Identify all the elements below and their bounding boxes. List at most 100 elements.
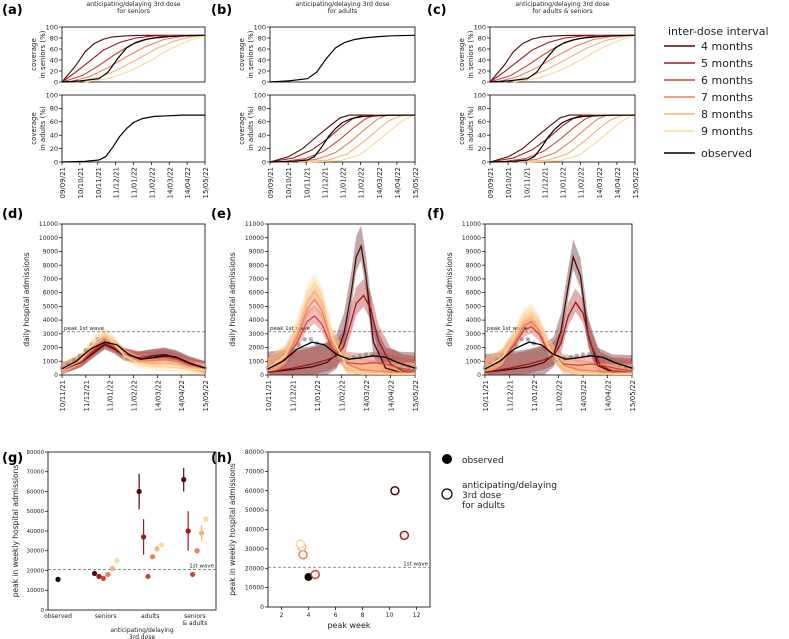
confidence-band-9-months	[268, 273, 415, 375]
peak-scatter-panel-h: 0 10000 20000 30000 40000 50000 60000 70000 8000…	[228, 449, 431, 630]
y-tick-label: 5000	[43, 303, 58, 310]
series-line-5-months	[489, 114, 635, 163]
y-tick-label: 40	[50, 56, 58, 64]
x-axis-label: peak week	[327, 621, 370, 630]
observed-point	[302, 337, 307, 342]
series-line-8-months	[518, 114, 636, 163]
y-tick-label: 100	[46, 23, 58, 31]
observed-point	[363, 352, 369, 357]
x-tick-label: 10/11/21	[59, 380, 67, 411]
panel-label: (a)	[2, 3, 23, 18]
y-tick-label: 60000	[27, 489, 45, 495]
series-line-observed	[489, 34, 636, 83]
confidence-band-4-months	[485, 239, 632, 375]
y-tick-label: 60	[50, 45, 58, 53]
series-line-9-months	[61, 333, 206, 371]
panel-label: (f)	[427, 207, 445, 222]
y-tick-label: 2000	[249, 345, 264, 352]
y-tick-label: 30000	[245, 546, 264, 553]
y-tick-label: 11000	[462, 221, 481, 228]
legend-label: 5 months	[701, 57, 753, 70]
data-point-observed	[304, 572, 313, 581]
data-point-7-months	[105, 571, 111, 578]
y-tick-label: 1000	[249, 358, 264, 365]
y-tick-label: 100	[254, 23, 266, 31]
series-line-5-months	[269, 114, 415, 163]
series-line-6-months	[489, 34, 636, 83]
y-tick-label: 40	[478, 56, 486, 64]
x-tick-label: seniors	[184, 613, 206, 620]
x-tick-label: 11/12/21	[113, 167, 121, 198]
y-tick-label: 40	[258, 131, 266, 139]
y-tick-label: 100	[474, 91, 486, 99]
y-tick-label: 80	[258, 105, 266, 113]
y-tick-label: 20	[50, 67, 58, 75]
data-point-8-months	[109, 565, 115, 572]
data-point-8-months	[154, 546, 160, 552]
x-tick-label: 14/03/22	[580, 380, 588, 411]
x-axis-label: 3rd dose	[129, 634, 156, 639]
y-tick-label: 5000	[466, 303, 481, 310]
x-tick-label: 09/09/21	[267, 167, 275, 198]
y-tick-label: 100	[474, 23, 486, 31]
x-tick-label: 15/05/22	[202, 380, 210, 411]
x-tick-label: adults	[141, 613, 159, 620]
series-line-7-months	[496, 34, 636, 83]
y-axis-label: in adults (%)	[247, 106, 255, 151]
y-tick-label: 30000	[27, 549, 45, 555]
y-tick-label: 70000	[27, 470, 45, 476]
series-line-8-months	[298, 114, 416, 163]
y-tick-label: 0	[477, 372, 481, 379]
y-tick-label: 0	[54, 158, 58, 166]
series-line-4-months	[269, 114, 415, 163]
data-point-6-months	[100, 575, 107, 582]
y-tick-label: 0	[260, 372, 264, 379]
y-tick-label: 20000	[27, 568, 45, 574]
y-tick-label: 2000	[43, 345, 58, 352]
x-tick-label: 11/12/21	[290, 380, 298, 411]
confidence-band-4-months	[268, 225, 415, 375]
series-line-observed	[61, 114, 205, 163]
panel-label: (h)	[211, 451, 232, 466]
x-tick-label: 14/04/22	[388, 380, 396, 411]
series-line-observed	[267, 341, 416, 370]
series-line-6-months	[484, 326, 633, 372]
data-point-4-months	[136, 488, 142, 495]
observed-point	[525, 337, 531, 342]
series-line-9-months	[267, 283, 415, 375]
data-point-5-months	[399, 530, 410, 541]
panel-title: for adults	[328, 8, 357, 15]
x-tick-label: 15/05/22	[629, 380, 637, 411]
y-tick-label: 80000	[27, 450, 45, 456]
y-tick-label: 2000	[466, 345, 481, 352]
series-line-9-months	[513, 35, 636, 83]
y-tick-label: 60	[50, 118, 58, 126]
y-tick-label: 4000	[249, 317, 264, 324]
confidence-band-6-months	[268, 305, 415, 375]
y-tick-label: 0	[260, 604, 264, 611]
y-axis-label: peak in weekly hospital admissions	[11, 465, 20, 598]
x-tick-label: 11/12/21	[541, 167, 549, 198]
x-tick-label: 11/01/22	[340, 167, 348, 198]
y-axis-label: in adults (%)	[39, 106, 47, 151]
panel-title: anticipating/delaying 3rd dose	[515, 1, 609, 8]
legend: inter-dose interval 4 months 5 months 6 mon…	[664, 25, 769, 160]
y-tick-label: 5000	[249, 303, 264, 310]
x-tick-label: 09/09/21	[487, 167, 495, 198]
y-tick-label: 7000	[43, 276, 58, 283]
x-tick-label: 14/04/22	[614, 167, 622, 198]
legend-label: 4 months	[701, 40, 753, 53]
x-tick-label: 11/01/22	[531, 380, 539, 411]
y-tick-label: 1000	[466, 358, 481, 365]
y-tick-label: 9000	[466, 249, 481, 256]
series-line-8-months	[61, 336, 206, 371]
x-tick-label: 14/03/22	[166, 167, 174, 198]
x-tick-label: 11/02/22	[339, 380, 347, 411]
y-tick-label: 10000	[462, 235, 481, 242]
y-tick-label: 40000	[245, 527, 264, 534]
x-tick-label: 11/01/22	[560, 167, 568, 198]
observed-point	[296, 342, 301, 347]
data-point-observed	[55, 576, 61, 582]
x-tick-label: 10/10/21	[505, 167, 513, 198]
y-tick-label: 60	[478, 118, 486, 126]
